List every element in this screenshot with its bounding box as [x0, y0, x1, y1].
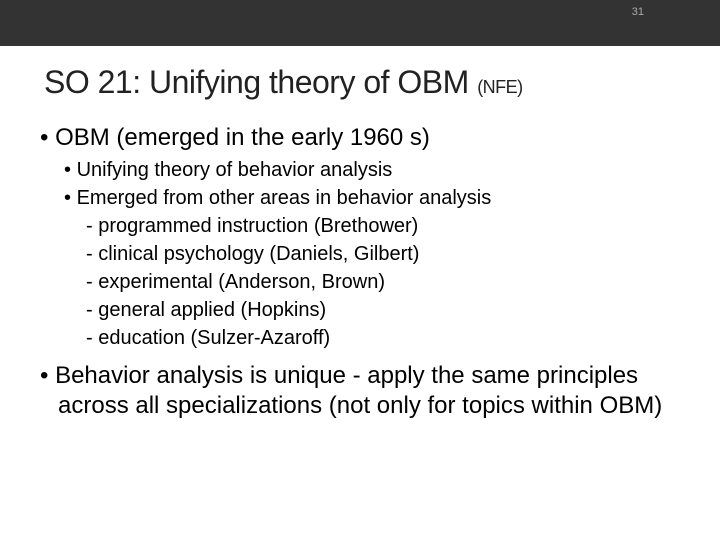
- top-bar: 31: [0, 0, 720, 46]
- bullet-level3: - general applied (Hopkins): [40, 297, 680, 323]
- bullet-level1: Behavior analysis is unique - apply the …: [40, 361, 680, 421]
- bullet-level3: - programmed instruction (Brethower): [40, 213, 680, 239]
- slide-content: OBM (emerged in the early 1960 s) Unifyi…: [0, 101, 720, 421]
- bullet-level2: Emerged from other areas in behavior ana…: [40, 185, 680, 211]
- slide-number: 31: [632, 6, 644, 18]
- bullet-level3: - education (Sulzer-Azaroff): [40, 325, 680, 351]
- bullet-level2: Unifying theory of behavior analysis: [40, 157, 680, 183]
- bullet-level3: - experimental (Anderson, Brown): [40, 269, 680, 295]
- bullet-level1: OBM (emerged in the early 1960 s): [40, 123, 680, 153]
- title-suffix: (NFE): [477, 77, 523, 97]
- slide-container: 31 SO 21: Unifying theory of OBM (NFE) O…: [0, 0, 720, 540]
- title-main: SO 21: Unifying theory of OBM: [44, 64, 477, 100]
- bullet-level3: - clinical psychology (Daniels, Gilbert): [40, 241, 680, 267]
- slide-title: SO 21: Unifying theory of OBM (NFE): [0, 46, 720, 101]
